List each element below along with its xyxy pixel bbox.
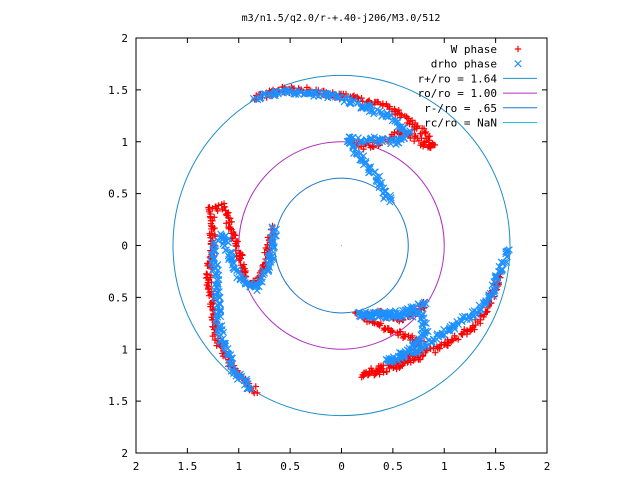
x-tick-label: 0.5 — [383, 460, 403, 473]
y-tick-label: 0.5 — [108, 188, 128, 201]
x-tick-label: 1.5 — [486, 460, 506, 473]
chart-title: m3/n1.5/q2.0/r-+.40-j206/M3.0/512 — [242, 13, 441, 24]
y-tick-label: 1.5 — [108, 395, 128, 408]
x-tick-label: 1 — [441, 460, 448, 473]
y-tick-label: 0.5 — [108, 291, 128, 304]
y-tick-label: 1 — [121, 343, 128, 356]
legend-label: drho phase — [431, 58, 497, 71]
legend-label: r-/ro = .65 — [424, 102, 497, 115]
legend-marker — [515, 61, 521, 67]
legend: W phase drho phaser+/ro = 1.64 ro/ro = 1.0… — [418, 43, 537, 130]
x-tick-label: 0.5 — [280, 460, 300, 473]
y-tick-label: 0 — [121, 240, 128, 253]
legend-marker — [515, 46, 521, 52]
x-tick-label: 0 — [338, 460, 345, 473]
phase-plot: m3/n1.5/q2.0/r-+.40-j206/M3.0/512 2 1.5 1 0… — [0, 0, 640, 480]
data-point — [254, 390, 260, 396]
y-tick-label: 1 — [121, 136, 128, 149]
y-tick-label: 1.5 — [108, 84, 128, 97]
legend-label: r+/ro = 1.64 — [418, 72, 498, 85]
y-tick-label: 2 — [121, 32, 128, 45]
x-tick-label: 1.5 — [177, 460, 197, 473]
y-tick-label: 2 — [121, 447, 128, 460]
data-point — [358, 95, 364, 101]
origin-dot — [341, 245, 342, 246]
x-tick-label: 1 — [235, 460, 242, 473]
legend-label: W phase — [451, 43, 497, 56]
x-tick-label: 2 — [544, 460, 551, 473]
legend-label: rc/ro = NaN — [424, 117, 497, 130]
legend-label: ro/ro = 1.00 — [418, 87, 497, 100]
x-tick-label: 2 — [133, 460, 140, 473]
